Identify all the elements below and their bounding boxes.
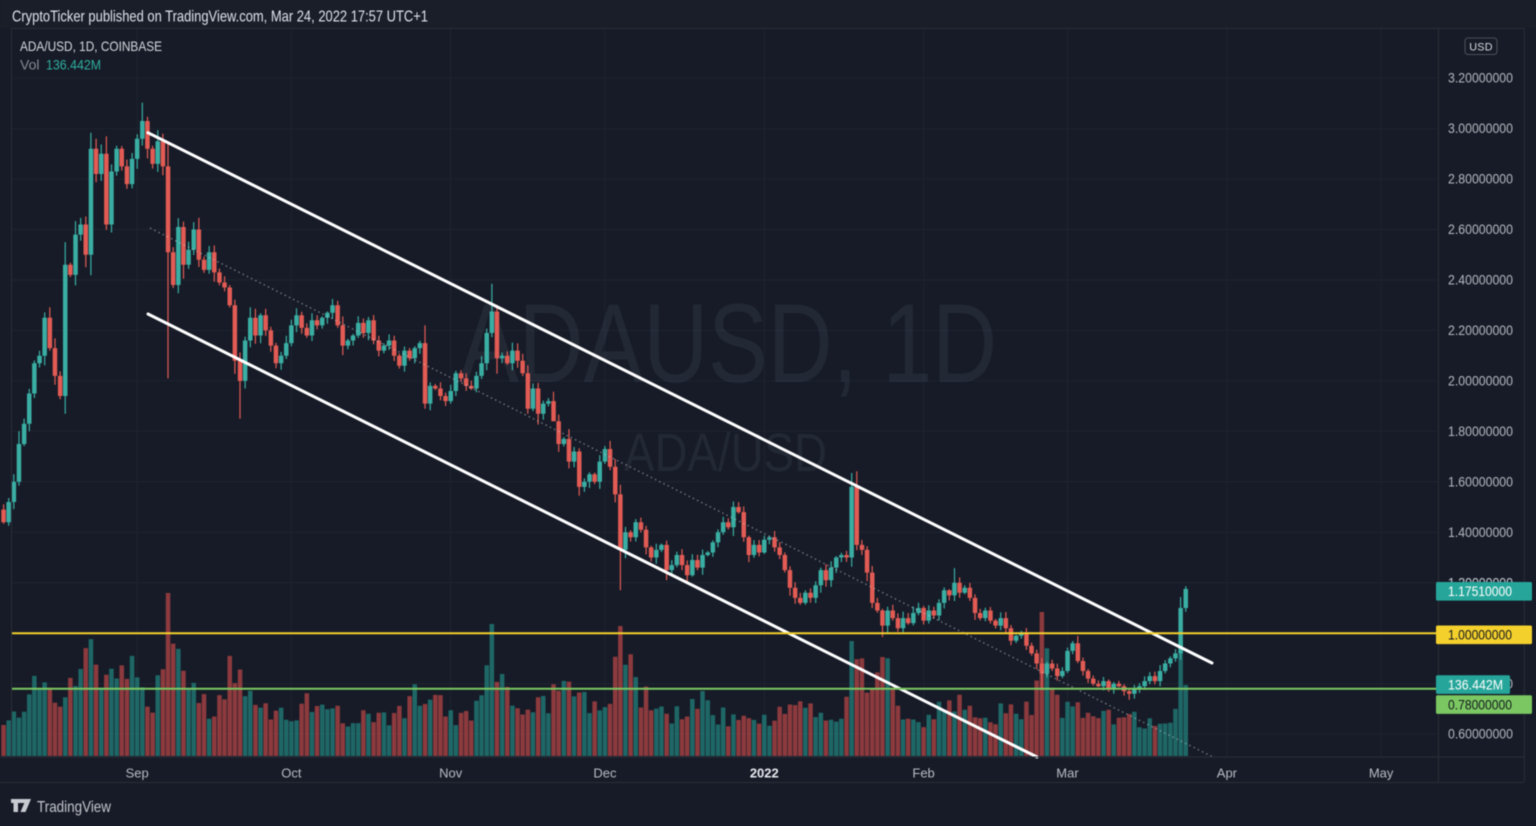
svg-text:ADAUSD, 1D: ADAUSD, 1D [459, 281, 997, 406]
svg-text:Sep: Sep [126, 766, 149, 781]
svg-text:2.00000000: 2.00000000 [1448, 374, 1513, 389]
svg-text:TradingView: TradingView [37, 799, 111, 816]
svg-text:1.00000000: 1.00000000 [1448, 628, 1512, 643]
svg-text:USD: USD [1469, 42, 1492, 54]
svg-text:May: May [1369, 766, 1394, 781]
svg-text:2.40000000: 2.40000000 [1448, 273, 1513, 288]
svg-text:Apr: Apr [1217, 766, 1238, 781]
svg-text:1.80000000: 1.80000000 [1448, 424, 1513, 439]
svg-text:1.17510000: 1.17510000 [1448, 584, 1512, 599]
svg-text:0.78000000: 0.78000000 [1448, 697, 1512, 712]
svg-text:1.60000000: 1.60000000 [1448, 474, 1513, 489]
svg-text:136.442M: 136.442M [1448, 677, 1503, 692]
svg-text:136.442M: 136.442M [46, 57, 101, 73]
svg-text:2.20000000: 2.20000000 [1448, 323, 1513, 338]
svg-text:Feb: Feb [912, 766, 934, 781]
svg-text:Vol: Vol [20, 57, 39, 73]
svg-text:2.60000000: 2.60000000 [1448, 222, 1513, 237]
svg-text:1.40000000: 1.40000000 [1448, 525, 1513, 540]
svg-text:Oct: Oct [281, 766, 302, 781]
svg-text:3.00000000: 3.00000000 [1448, 121, 1513, 136]
svg-text:Nov: Nov [439, 766, 463, 781]
svg-text:Dec: Dec [593, 766, 617, 781]
svg-text:CryptoTicker published on Trad: CryptoTicker published on TradingView.co… [12, 9, 428, 26]
svg-text:0.60000000: 0.60000000 [1448, 727, 1513, 742]
svg-text:2022: 2022 [750, 766, 779, 781]
svg-text:Mar: Mar [1056, 766, 1079, 781]
svg-text:ADA/USD, 1D, COINBASE: ADA/USD, 1D, COINBASE [20, 38, 162, 54]
svg-text:ADA/USD: ADA/USD [624, 423, 827, 483]
svg-text:3.20000000: 3.20000000 [1448, 71, 1513, 86]
svg-text:2.80000000: 2.80000000 [1448, 172, 1513, 187]
